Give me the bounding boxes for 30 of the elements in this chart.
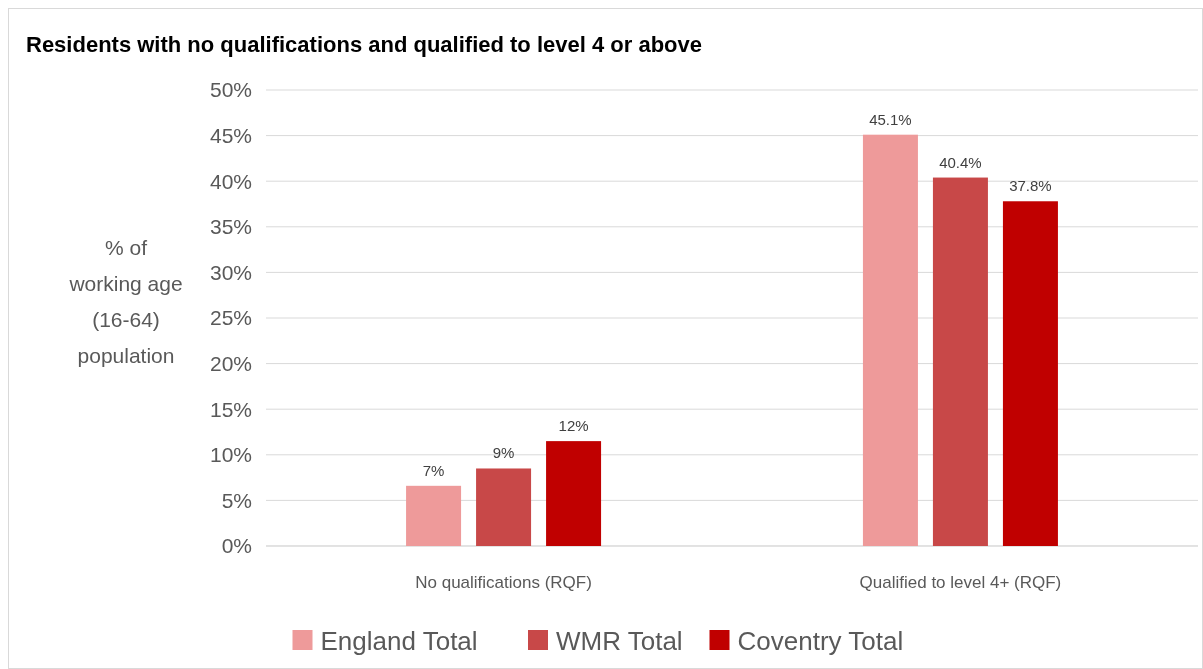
data-label: 40.4% [939,153,982,171]
y-tick-label: 40% [209,169,252,193]
data-label: 7% [422,461,445,479]
bar [546,441,602,546]
data-label: 9% [492,444,515,462]
legend-label: WMR Total [556,626,683,657]
y-tick-label: 5% [221,488,252,512]
y-tick-label: 35% [209,215,252,239]
y-tick-label: 15% [209,397,252,421]
bar [932,177,988,546]
data-label: 12% [558,417,589,435]
data-label: 45.1% [869,110,912,128]
y-tick-label: 45% [209,123,252,147]
legend-label: Coventry Total [737,626,904,657]
data-label: 37.8% [1009,177,1052,195]
chart-title: Residents with no qualifications and qualified to level 4 or above [26,32,703,57]
bar [406,485,462,546]
y-axis-title: % of working age (16-64) population [68,236,183,367]
y-tick-label: 20% [209,351,252,375]
bar [476,468,532,546]
y-tick-label: 30% [209,260,252,284]
y-tick-label: 10% [209,443,252,467]
legend-label: England Total [320,626,478,657]
x-tick-label: Qualified to level 4+ (RQF) [859,573,1062,592]
y-tick-label: 50% [209,78,252,102]
y-tick-label: 0% [221,534,252,558]
bar [1002,201,1058,546]
y-tick-label: 25% [209,306,252,330]
bar [862,134,918,546]
x-tick-label: No qualifications (RQF) [415,573,592,592]
